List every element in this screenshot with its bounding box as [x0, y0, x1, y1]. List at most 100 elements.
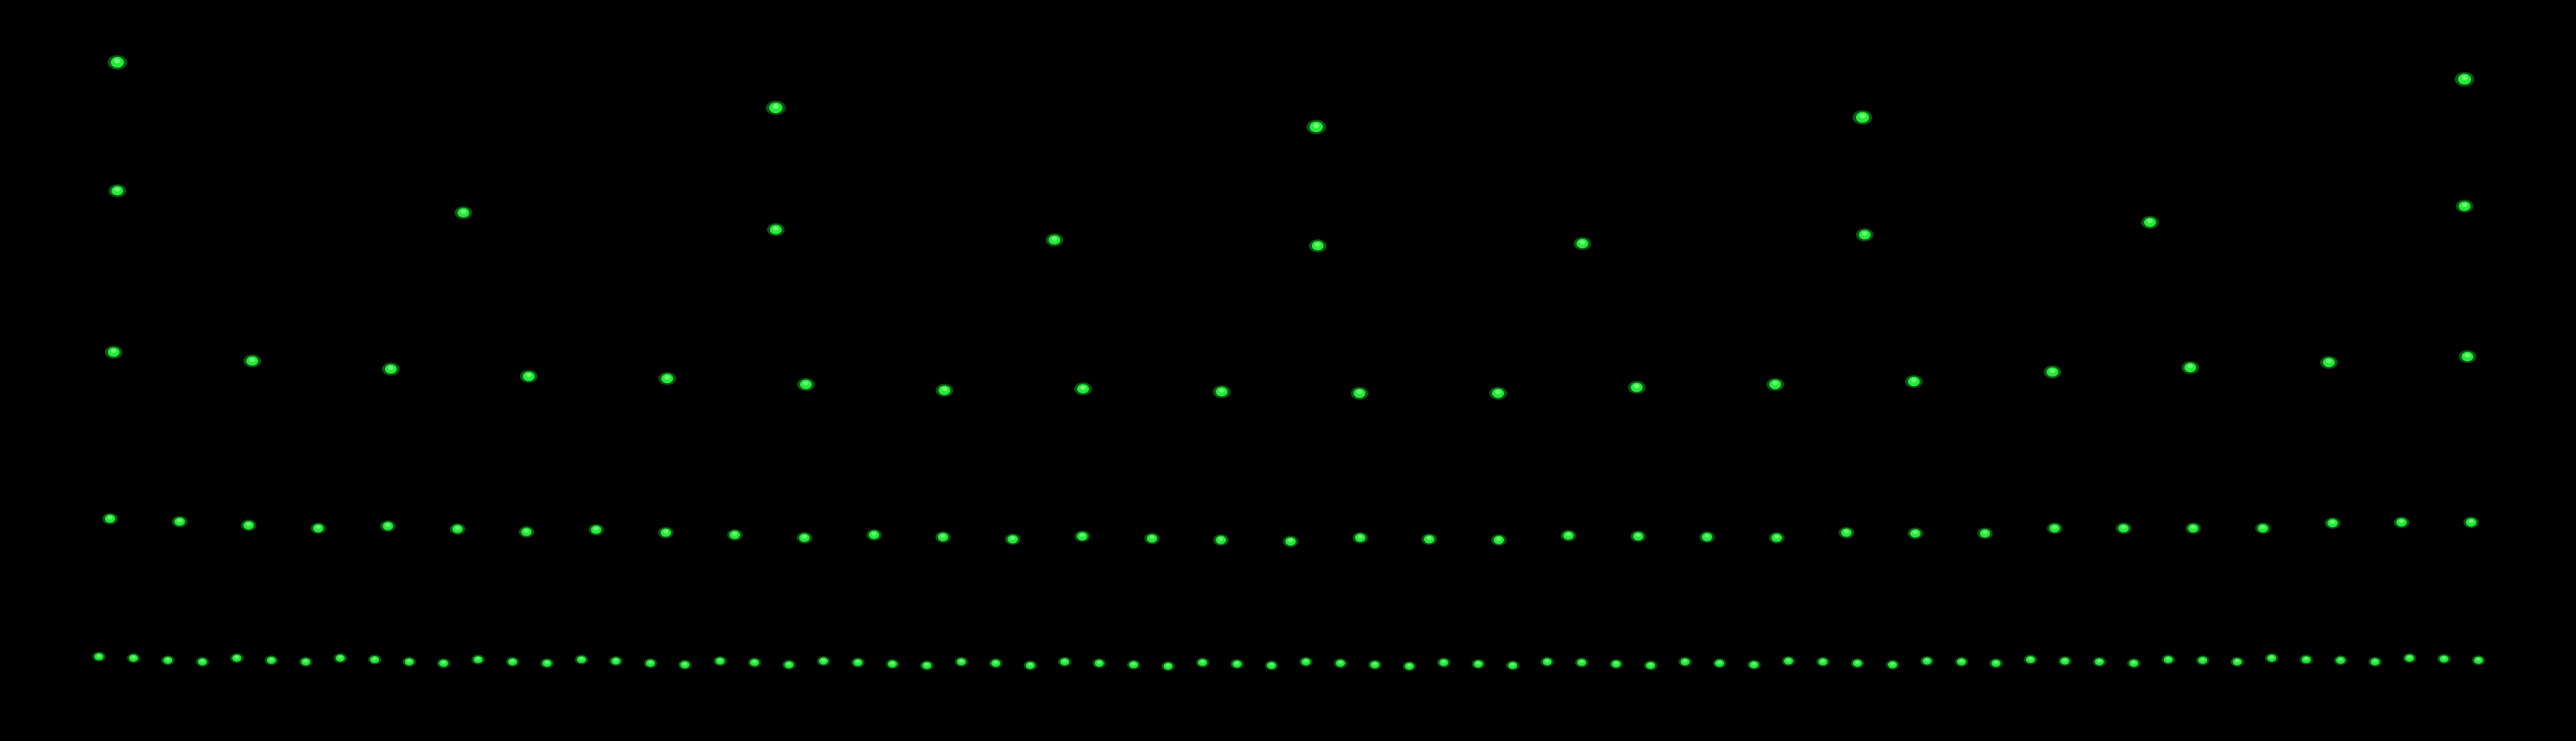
spot-highlight [1200, 660, 1205, 663]
spot-row-5 [2265, 653, 2278, 663]
spot-row-5 [127, 653, 140, 663]
spot-highlight [1511, 662, 1515, 666]
spot-highlight [1579, 660, 1584, 663]
spot-highlight [942, 387, 947, 392]
spot-row-5 [1127, 660, 1140, 670]
spot-row-5 [1713, 658, 1726, 668]
spot-row-5 [2024, 654, 2037, 665]
spot-row-4 [1769, 532, 1785, 544]
spot-highlight [1959, 659, 1964, 662]
spot-row-4 [2116, 522, 2132, 534]
spot-row-5 [1230, 659, 1244, 669]
spot-highlight [801, 535, 807, 539]
spot-row-5 [1403, 661, 1416, 671]
spot-highlight [2132, 660, 2136, 664]
spot-highlight [2147, 219, 2153, 224]
spot-row-5 [713, 656, 727, 666]
spot-highlight [545, 660, 549, 664]
spot-highlight [2269, 655, 2274, 659]
spot-row-3 [936, 384, 953, 397]
spot-row-5 [1506, 660, 1519, 671]
spot-highlight [2304, 657, 2308, 660]
spot-row-4 [2185, 522, 2201, 534]
spot-row-5 [2231, 657, 2244, 667]
spot-row-5 [506, 657, 519, 667]
spot-row-3 [105, 346, 122, 359]
spot-highlight [1149, 536, 1155, 540]
spot-row-2 [767, 223, 785, 236]
spot-highlight [2465, 353, 2470, 358]
spot-row-5 [748, 657, 761, 668]
spot-highlight [1545, 659, 1549, 662]
spot-highlight [593, 527, 599, 531]
spot-highlight [1313, 123, 1320, 128]
spot-highlight [1994, 660, 1998, 664]
spot-highlight [663, 530, 669, 534]
spot-row-3 [1628, 381, 1645, 394]
spot-row-4 [1491, 534, 1507, 546]
spot-row-3 [382, 362, 400, 376]
spot-row-4 [1213, 534, 1229, 546]
spot-row-4 [588, 524, 604, 536]
spot-highlight [959, 659, 964, 662]
spot-highlight [925, 662, 929, 666]
spot-highlight [114, 59, 121, 64]
spot-row-5 [886, 659, 899, 669]
spot-highlight [1752, 662, 1756, 665]
spot-row-5 [161, 655, 175, 665]
spot-highlight [524, 529, 529, 533]
spot-row-5 [299, 657, 312, 667]
spot-highlight [683, 662, 687, 665]
spot-row-5 [2196, 655, 2209, 665]
spot-row-4 [449, 523, 466, 535]
spot-highlight [1097, 660, 1101, 664]
spot-highlight [2166, 657, 2170, 660]
spot-row-2 [2141, 216, 2159, 229]
spot-row-4 [1630, 530, 1646, 542]
spot-highlight [304, 659, 308, 662]
spot-highlight [1079, 533, 1085, 538]
spot-row-5 [1955, 657, 1968, 667]
spot-row-5 [817, 656, 830, 666]
spot-highlight [732, 532, 738, 536]
spot-highlight [1859, 114, 1866, 119]
spot-row-5 [368, 654, 381, 665]
spot-row-4 [866, 529, 882, 541]
spot-row-2 [1309, 239, 1326, 252]
spot-highlight [2201, 657, 2205, 661]
spot-highlight [1911, 378, 1917, 383]
spot-highlight [1890, 662, 1895, 665]
spot-highlight [1080, 385, 1086, 390]
spot-highlight [1357, 390, 1362, 395]
spot-highlight [1442, 660, 1446, 663]
spot-highlight [1476, 661, 1480, 665]
spot-row-5 [2300, 654, 2313, 665]
spot-row-5 [1782, 656, 1795, 666]
spot-highlight [269, 657, 274, 661]
spot-row-5 [644, 658, 657, 668]
spot-highlight [460, 209, 466, 214]
spot-highlight [579, 657, 584, 660]
spot-row-5 [920, 660, 933, 671]
spot-row-5 [1575, 657, 1588, 668]
spot-highlight [2399, 519, 2404, 524]
spot-row-5 [989, 658, 1002, 668]
spot-highlight [200, 659, 205, 662]
spot-row-5 [1472, 659, 1485, 669]
spot-row-5 [1334, 658, 1347, 668]
spot-highlight [890, 661, 895, 665]
spot-row-3 [1766, 378, 1784, 391]
spot-row-5 [2472, 655, 2485, 665]
spot-row-3 [2459, 350, 2476, 363]
spot-highlight [773, 226, 779, 231]
spot-highlight [2462, 202, 2467, 208]
spot-row-3 [797, 378, 815, 391]
spot-row-5 [2437, 654, 2451, 664]
spot-highlight [718, 658, 722, 662]
spot-highlight [2461, 76, 2468, 81]
spot-highlight [1683, 659, 1687, 662]
spot-row-5 [2058, 656, 2072, 666]
spot-row-4 [2393, 516, 2410, 528]
